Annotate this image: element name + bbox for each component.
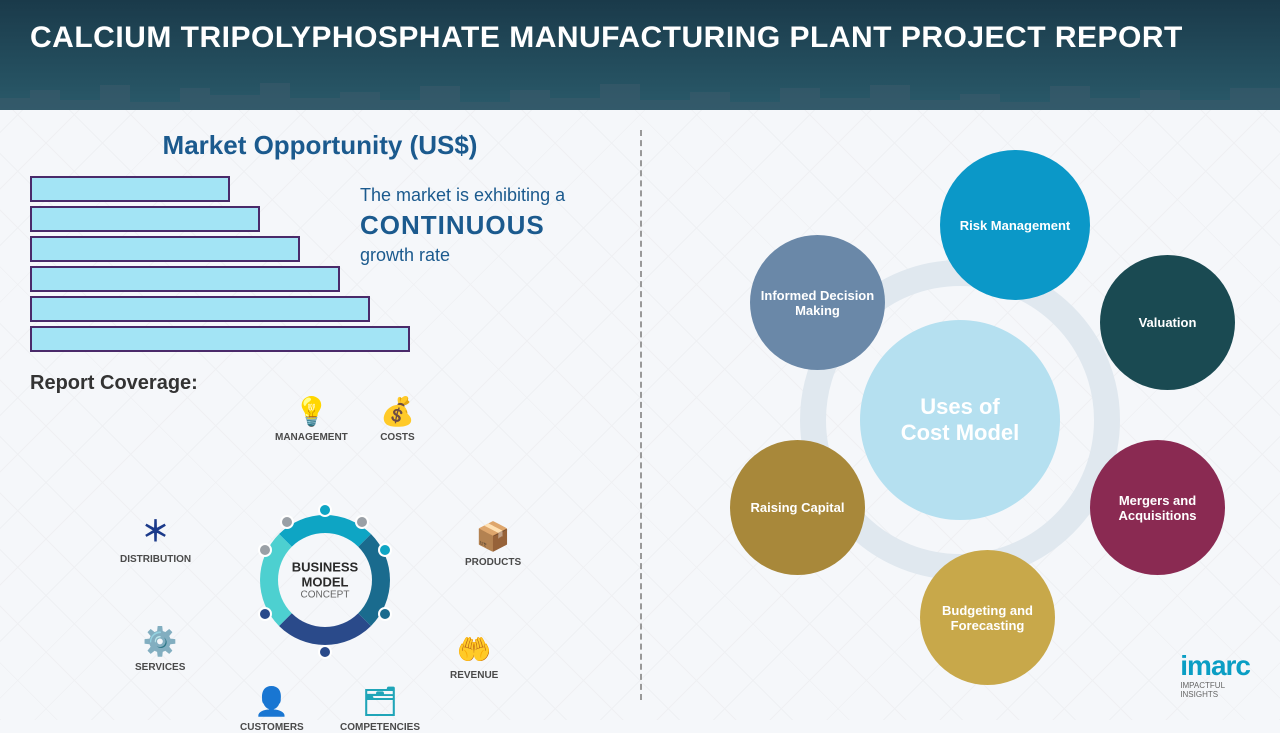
bm-ring-dot	[318, 645, 332, 659]
header-banner: CALCIUM TRIPOLYPHOSPHATE MANUFACTURING P…	[0, 0, 1280, 110]
bm-icon: 🗂	[340, 685, 420, 718]
business-model-center: BUSINESS MODEL CONCEPT	[260, 515, 390, 645]
cost-model-radial: Uses ofCost Model Risk ManagementValuati…	[700, 160, 1220, 680]
growth-line1: The market is exhibiting a	[360, 185, 565, 206]
bm-ring-dot	[318, 503, 332, 517]
radial-center: Uses ofCost Model	[860, 320, 1060, 520]
bm-item-distribution: ＊DISTRIBUTION	[120, 510, 191, 565]
bm-ring-dot	[378, 607, 392, 621]
bm-item-costs: 💰COSTS	[380, 395, 415, 443]
market-opportunity-title: Market Opportunity (US$)	[30, 130, 610, 161]
bm-icon: 👤	[240, 685, 304, 718]
bm-icon: 💰	[380, 395, 415, 428]
bar-item	[30, 176, 230, 202]
growth-line3: growth rate	[360, 245, 565, 266]
bm-icon: 📦	[465, 520, 521, 553]
bm-item-services: ⚙️SERVICES	[135, 625, 185, 673]
bm-ring-dot	[258, 543, 272, 557]
bar-item	[30, 296, 370, 322]
bm-item-revenue: 🤲REVENUE	[450, 633, 498, 681]
skyline-graphic	[0, 80, 1280, 110]
bm-icon: 💡	[275, 395, 348, 428]
bar-item	[30, 266, 340, 292]
left-panel: Market Opportunity (US$) The market is e…	[0, 110, 640, 720]
bm-ring-dot	[378, 543, 392, 557]
radial-node: Budgeting and Forecasting	[920, 550, 1055, 685]
business-model-center-label: BUSINESS MODEL CONCEPT	[292, 560, 358, 601]
bar-item	[30, 326, 410, 352]
bm-ring-dot	[280, 515, 294, 529]
bm-item-competencies: 🗂COMPETENCIES	[340, 685, 420, 733]
bm-item-customers: 👤CUSTOMERS	[240, 685, 304, 733]
radial-node: Risk Management	[940, 150, 1090, 300]
radial-node: Raising Capital	[730, 440, 865, 575]
bar-item	[30, 236, 300, 262]
bm-ring-dot	[258, 607, 272, 621]
bm-item-management: 💡MANAGEMENT	[275, 395, 348, 443]
page-title: CALCIUM TRIPOLYPHOSPHATE MANUFACTURING P…	[30, 18, 1250, 57]
bm-icon: ⚙️	[135, 625, 185, 658]
radial-center-text: Uses ofCost Model	[901, 394, 1020, 446]
right-panel: Uses ofCost Model Risk ManagementValuati…	[640, 110, 1280, 720]
business-model-diagram: BUSINESS MODEL CONCEPT 💡MANAGEMENT 💰COSTS…	[80, 385, 560, 715]
radial-node: Informed Decision Making	[750, 235, 885, 370]
bm-ring-dot	[355, 515, 369, 529]
brand-logo: imarc IMPACTFUL INSIGHTS	[1180, 650, 1250, 700]
growth-text-block: The market is exhibiting a CONTINUOUS gr…	[360, 185, 565, 266]
radial-node: Valuation	[1100, 255, 1235, 390]
bm-icon: ＊	[120, 510, 191, 550]
radial-node: Mergers and Acquisitions	[1090, 440, 1225, 575]
bm-icon: 🤲	[450, 633, 498, 666]
growth-big-word: CONTINUOUS	[360, 210, 565, 241]
bm-item-products: 📦PRODUCTS	[465, 520, 521, 568]
bar-item	[30, 206, 260, 232]
